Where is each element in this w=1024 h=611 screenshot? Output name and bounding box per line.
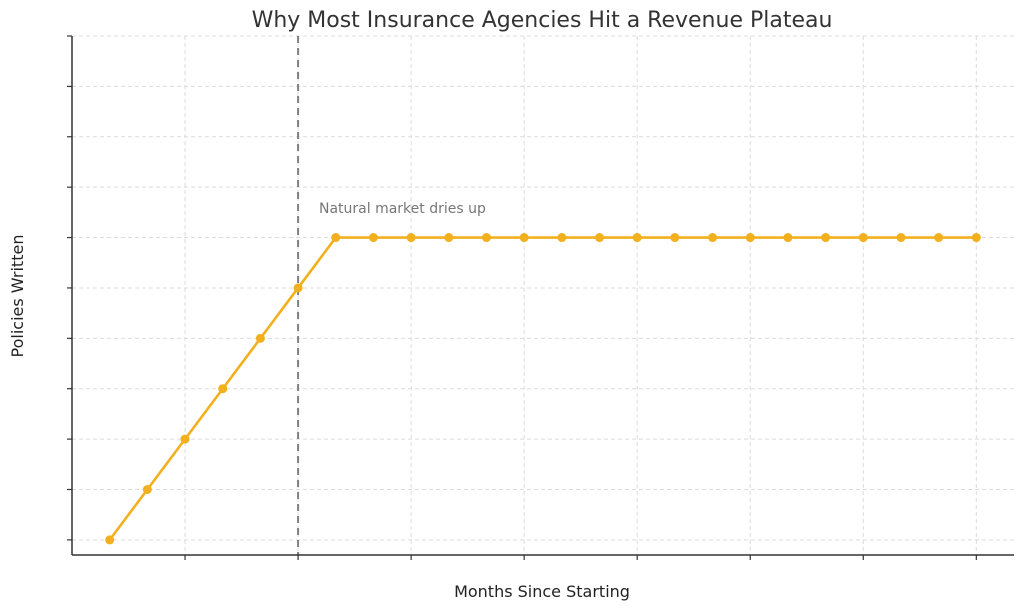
data-point [406, 233, 416, 243]
data-point [670, 233, 680, 243]
data-point [255, 333, 265, 343]
data-point [896, 233, 906, 243]
x-axis-label: Months Since Starting [454, 582, 630, 601]
annotation-label: Natural market dries up [319, 201, 486, 217]
data-point [783, 233, 793, 243]
data-point [595, 233, 605, 243]
data-point [331, 233, 341, 243]
series-line [108, 236, 977, 541]
data-point [444, 233, 454, 243]
grid [72, 35, 1014, 555]
data-point [632, 233, 642, 243]
y-axis-label: Policies Written [8, 235, 27, 358]
data-point [557, 233, 567, 243]
data-point [218, 384, 228, 394]
data-point [519, 233, 529, 243]
data-point [481, 233, 491, 243]
axes [67, 35, 1014, 560]
data-point [105, 535, 115, 545]
data-point [142, 484, 152, 494]
data-point [368, 233, 378, 243]
chart-title: Why Most Insurance Agencies Hit a Revenu… [252, 8, 833, 33]
data-point [180, 434, 190, 444]
data-point [934, 233, 944, 243]
data-point [745, 233, 755, 243]
data-point [971, 233, 981, 243]
data-point [293, 283, 303, 293]
data-point [708, 233, 718, 243]
series-layer [105, 233, 981, 545]
data-point [858, 233, 868, 243]
data-point [821, 233, 831, 243]
